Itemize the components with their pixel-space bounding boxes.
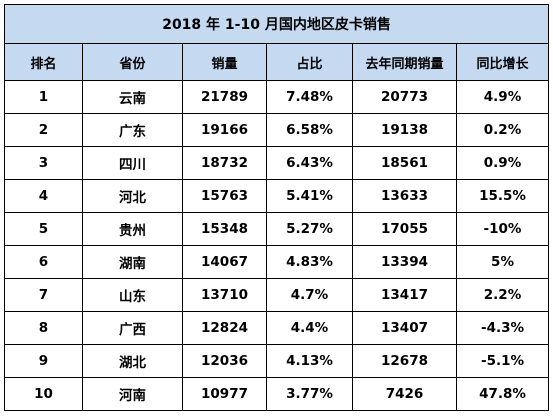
cell-yoy-growth: -5.1% <box>455 344 550 378</box>
cell-last-year-sales: 13394 <box>352 245 457 279</box>
header-rank: 排名 <box>4 43 83 81</box>
cell-sales: 15348 <box>182 212 267 246</box>
header-share: 占比 <box>266 43 353 81</box>
sales-table-container: 2018 年 1-10 月国内地区皮卡销售 排名 省份 销量 占比 去年同期销量… <box>3 4 550 414</box>
cell-last-year-sales: 19138 <box>352 113 457 147</box>
cell-share: 5.41% <box>266 179 353 213</box>
cell-sales: 18732 <box>182 146 267 180</box>
cell-province: 山东 <box>82 278 183 312</box>
cell-yoy-growth: 4.9% <box>455 80 550 114</box>
cell-rank: 3 <box>4 146 83 180</box>
cell-province: 湖北 <box>82 344 183 378</box>
cell-rank: 1 <box>4 80 83 114</box>
cell-share: 7.48% <box>266 80 353 114</box>
table-row: 10 河南 10977 3.77% 7426 47.8% <box>4 377 550 411</box>
cell-share: 3.77% <box>266 377 353 411</box>
cell-share: 4.83% <box>266 245 353 279</box>
cell-last-year-sales: 7426 <box>352 377 457 411</box>
cell-share: 4.13% <box>266 344 353 378</box>
cell-share: 6.58% <box>266 113 353 147</box>
cell-sales: 21789 <box>182 80 267 114</box>
cell-yoy-growth: 0.2% <box>455 113 550 147</box>
header-last-year-sales: 去年同期销量 <box>352 43 457 81</box>
header-sales: 销量 <box>182 43 267 81</box>
cell-yoy-growth: -10% <box>455 212 550 246</box>
table-title: 2018 年 1-10 月国内地区皮卡销售 <box>3 4 550 44</box>
cell-sales: 13710 <box>182 278 267 312</box>
table-row: 5 贵州 15348 5.27% 17055 -10% <box>4 212 550 246</box>
cell-last-year-sales: 13417 <box>352 278 457 312</box>
cell-yoy-growth: 2.2% <box>455 278 550 312</box>
cell-last-year-sales: 12678 <box>352 344 457 378</box>
cell-yoy-growth: 47.8% <box>455 377 550 411</box>
header-province: 省份 <box>82 43 183 81</box>
cell-rank: 2 <box>4 113 83 147</box>
table-row: 1 云南 21789 7.48% 20773 4.9% <box>4 80 550 114</box>
cell-rank: 4 <box>4 179 83 213</box>
cell-sales: 12824 <box>182 311 267 345</box>
cell-rank: 5 <box>4 212 83 246</box>
cell-province: 河北 <box>82 179 183 213</box>
cell-last-year-sales: 13633 <box>352 179 457 213</box>
header-yoy-growth: 同比增长 <box>455 43 550 81</box>
cell-last-year-sales: 13407 <box>352 311 457 345</box>
cell-province: 湖南 <box>82 245 183 279</box>
cell-rank: 9 <box>4 344 83 378</box>
table-row: 2 广东 19166 6.58% 19138 0.2% <box>4 113 550 147</box>
cell-share: 4.4% <box>266 311 353 345</box>
cell-province: 贵州 <box>82 212 183 246</box>
table-row: 6 湖南 14067 4.83% 13394 5% <box>4 245 550 279</box>
cell-rank: 10 <box>4 377 83 411</box>
cell-yoy-growth: 15.5% <box>455 179 550 213</box>
cell-province: 广东 <box>82 113 183 147</box>
table-row: 7 山东 13710 4.7% 13417 2.2% <box>4 278 550 312</box>
cell-province: 四川 <box>82 146 183 180</box>
table-row: 9 湖北 12036 4.13% 12678 -5.1% <box>4 344 550 378</box>
header-row: 排名 省份 销量 占比 去年同期销量 同比增长 <box>4 43 550 81</box>
cell-last-year-sales: 17055 <box>352 212 457 246</box>
cell-last-year-sales: 20773 <box>352 80 457 114</box>
cell-rank: 7 <box>4 278 83 312</box>
cell-province: 云南 <box>82 80 183 114</box>
cell-share: 6.43% <box>266 146 353 180</box>
table-row: 4 河北 15763 5.41% 13633 15.5% <box>4 179 550 213</box>
cell-sales: 12036 <box>182 344 267 378</box>
cell-sales: 10977 <box>182 377 267 411</box>
cell-yoy-growth: 0.9% <box>455 146 550 180</box>
title-row: 2018 年 1-10 月国内地区皮卡销售 <box>3 4 550 44</box>
cell-share: 5.27% <box>266 212 353 246</box>
cell-rank: 6 <box>4 245 83 279</box>
cell-rank: 8 <box>4 311 83 345</box>
cell-last-year-sales: 18561 <box>352 146 457 180</box>
cell-share: 4.7% <box>266 278 353 312</box>
sales-table: 2018 年 1-10 月国内地区皮卡销售 排名 省份 销量 占比 去年同期销量… <box>3 4 550 411</box>
table-body: 1 云南 21789 7.48% 20773 4.9% 2 广东 19166 6.58% 19138… <box>4 80 550 411</box>
cell-sales: 15763 <box>182 179 267 213</box>
table-row: 3 四川 18732 6.43% 18561 0.9% <box>4 146 550 180</box>
cell-yoy-growth: 5% <box>455 245 550 279</box>
cell-sales: 19166 <box>182 113 267 147</box>
cell-sales: 14067 <box>182 245 267 279</box>
cell-yoy-growth: -4.3% <box>455 311 550 345</box>
cell-province: 广西 <box>82 311 183 345</box>
cell-province: 河南 <box>82 377 183 411</box>
table-row: 8 广西 12824 4.4% 13407 -4.3% <box>4 311 550 345</box>
